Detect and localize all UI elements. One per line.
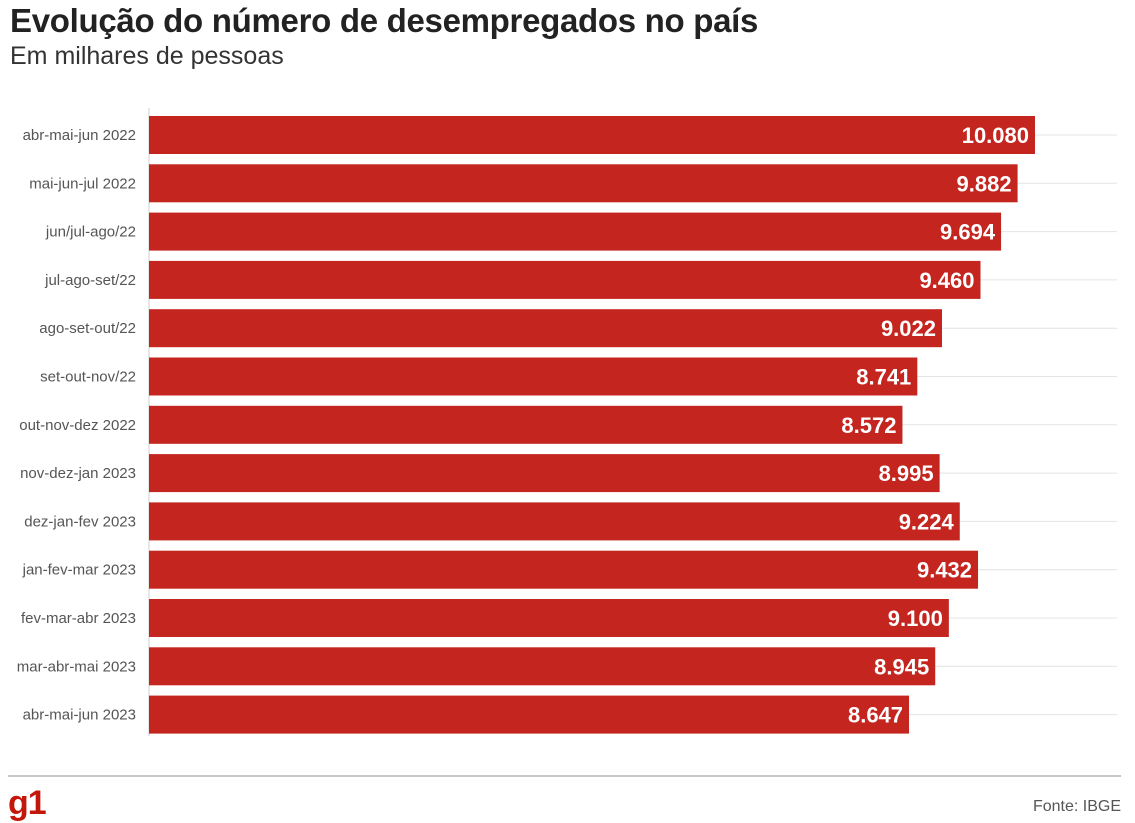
category-label: dez-jan-fev 2023 [24,513,136,530]
category-label: abr-mai-jun 2023 [23,707,136,724]
category-label: jun/jul-ago/22 [45,224,136,241]
bar [149,212,1002,251]
value-label: 10.080 [962,123,1029,148]
value-label: 8.995 [879,461,934,486]
bar [149,550,979,589]
bar [149,695,910,734]
bar [149,164,1018,203]
value-label: 8.741 [856,365,911,390]
g1-logo: g1 [8,784,47,822]
value-label: 9.432 [917,558,972,583]
category-label: abr-mai-jun 2022 [23,127,136,144]
category-label: ago-set-out/22 [39,320,136,337]
category-label: out-nov-dez 2022 [19,417,136,434]
source-note: Fonte: IBGE [1032,798,1121,815]
category-label: fev-mar-abr 2023 [21,610,136,627]
bar [149,116,1035,154]
value-label: 9.882 [957,171,1012,196]
bar [149,357,918,396]
value-label: 8.572 [841,413,896,438]
value-label: 9.224 [899,509,955,534]
chart-title: Evolução do número de desempregados no p… [10,2,759,39]
bar-chart: abr-mai-jun 2022 10.080 mai-jun-jul 2022 9.… [17,108,1117,736]
bar [149,454,940,493]
footer-divider [8,775,1121,777]
value-label: 9.460 [919,268,974,293]
bar [149,647,936,686]
chart-subtitle: Em milhares de pessoas [10,42,284,70]
category-label: mai-jun-jul 2022 [29,175,136,192]
value-label: 9.022 [881,316,936,341]
category-label: mar-abr-mai 2023 [17,658,136,675]
category-label: jul-ago-set/22 [44,272,136,289]
bar [149,260,981,299]
value-label: 9.100 [888,606,943,631]
bar [149,599,949,637]
category-label: set-out-nov/22 [40,369,136,386]
category-label: nov-dez-jan 2023 [20,465,136,482]
bar [149,309,943,348]
value-label: 8.945 [874,654,929,679]
bar [149,405,903,444]
category-label: jan-fev-mar 2023 [22,562,136,579]
value-label: 9.694 [940,220,996,245]
bar [149,502,960,541]
value-label: 8.647 [848,703,903,728]
